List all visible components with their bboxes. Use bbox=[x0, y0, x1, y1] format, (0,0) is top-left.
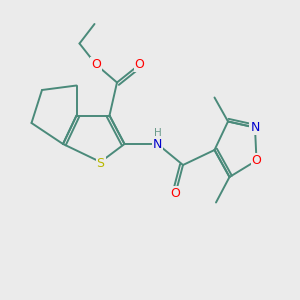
Text: S: S bbox=[97, 157, 104, 170]
Text: O: O bbox=[252, 154, 261, 167]
Text: O: O bbox=[135, 58, 144, 71]
Text: O: O bbox=[171, 187, 180, 200]
Text: N: N bbox=[250, 121, 260, 134]
Text: H: H bbox=[154, 128, 161, 139]
Text: N: N bbox=[153, 137, 162, 151]
Text: O: O bbox=[91, 58, 101, 71]
